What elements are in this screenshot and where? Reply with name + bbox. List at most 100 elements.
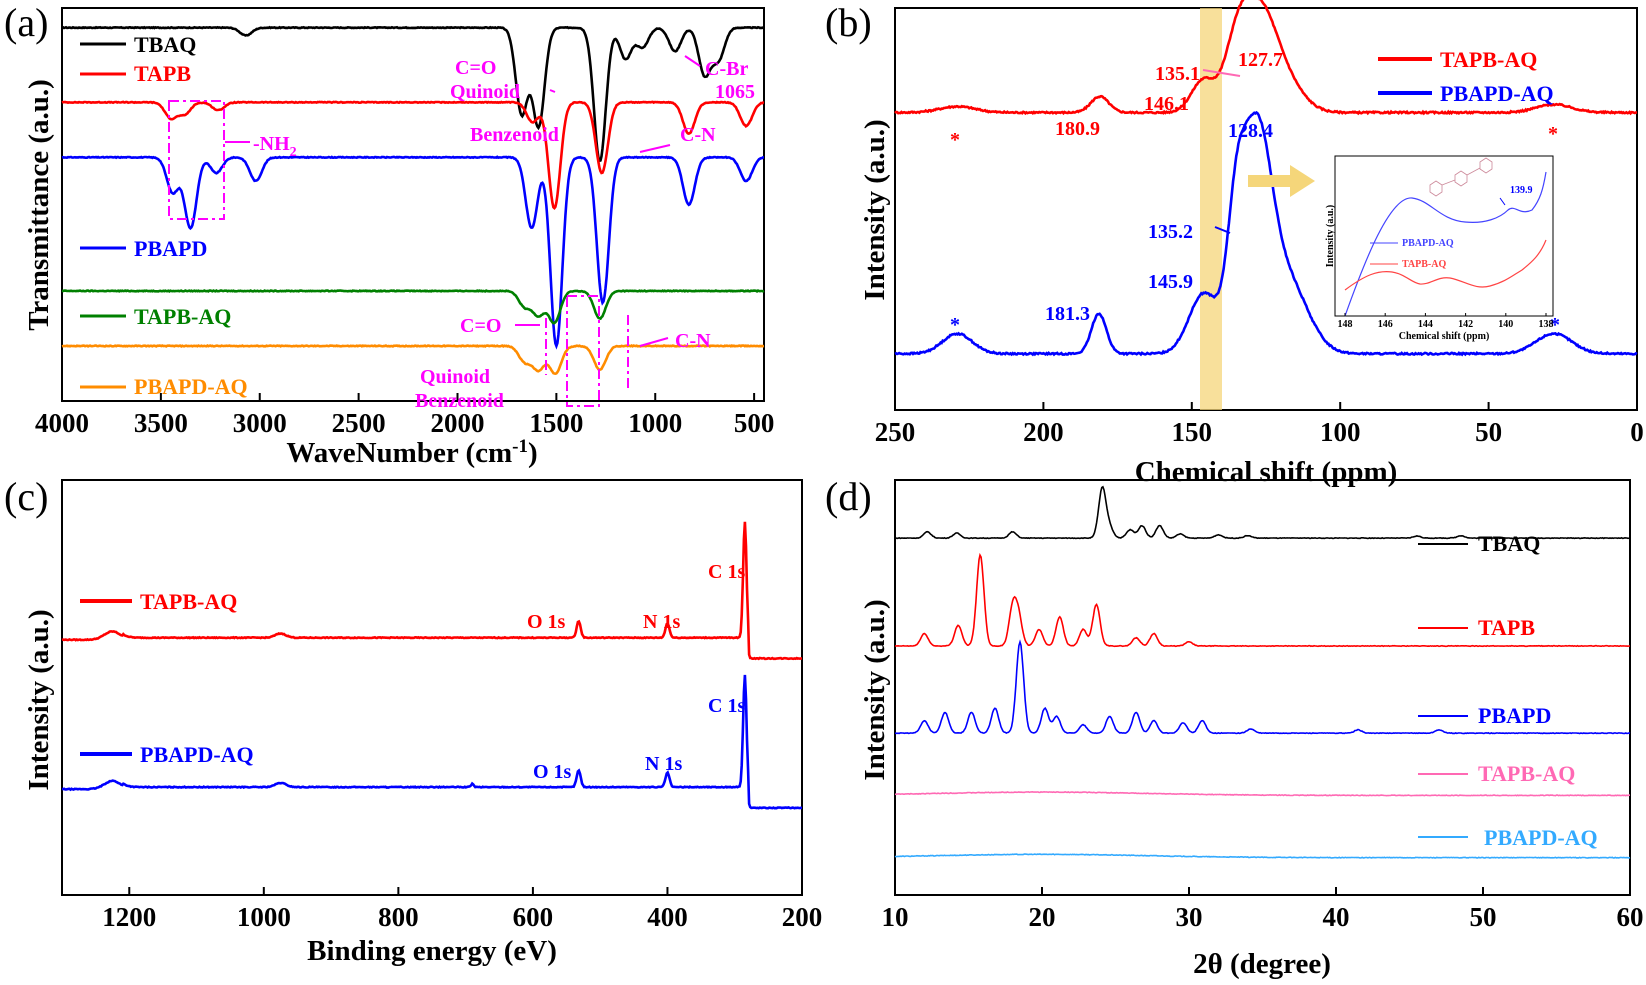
inset-x-tick-label: 148	[1338, 319, 1353, 330]
legend-label-pbapd-aq: PBAPD-AQ	[134, 374, 248, 399]
inset-series-tapb-aq	[1344, 239, 1547, 291]
panel-a-series	[61, 25, 765, 376]
nh2-region-box	[168, 100, 225, 220]
quinoid-benzenoid-box	[566, 295, 600, 407]
inset-frame	[1334, 155, 1554, 317]
c-br-arrow	[684, 55, 701, 67]
peak-label-135-2: 135.2	[1148, 221, 1193, 243]
x-tick-label: 200	[1023, 417, 1064, 447]
series-line-tapb	[894, 552, 1630, 648]
legend-label-pbapd: PBAPD	[134, 236, 207, 261]
panel-b-x-ticks: 250 200 150 100 50 0	[875, 402, 1644, 447]
legend-label-tapb-aq: TAPB-AQ	[1478, 761, 1575, 786]
nmr-inset: 139.9 PBAPD-AQ TAPB-AQ 148 146 144 142 140 13…	[1325, 155, 1554, 342]
series-line-pbapd-aq	[61, 344, 765, 376]
x-tick-label: 1500	[529, 408, 583, 438]
series-line-pbapd-aq	[894, 853, 1631, 859]
x-tick-label: 500	[734, 408, 775, 438]
x-tick-label: 3000	[233, 408, 287, 438]
spinning-sideband-star: *	[950, 314, 960, 336]
legend-label-tbaq: TBAQ	[134, 32, 196, 57]
legend-label-tapb: TAPB	[1478, 615, 1535, 640]
series-line-tbaq	[62, 25, 765, 163]
annotation-quinoid-bottom: Quinoid	[420, 366, 490, 388]
panel-label-d: (d)	[825, 474, 872, 519]
panel-d: (d) 10 20 30 40 50 60 2θ (degree) Intensity (…	[825, 474, 1644, 980]
panel-label-a: (a)	[4, 0, 48, 45]
peak-label-127-7: 127.7	[1238, 49, 1283, 71]
spinning-sideband-star: *	[950, 129, 960, 151]
inset-legend-label-pbapd-aq: PBAPD-AQ	[1402, 238, 1454, 249]
legend-label-pbapd-aq: PBAPD-AQ	[140, 742, 254, 767]
x-tick-label: 1000	[628, 408, 682, 438]
inset-x-axis-title: Chemical shift (ppm)	[1399, 331, 1490, 342]
panel-b-y-axis-title: Intensity (a.u.)	[859, 119, 891, 300]
annotation-quinoid-top: Quinoid	[450, 81, 520, 103]
panel-c-blue-peak-labels: O 1s N 1s C 1s	[533, 695, 745, 783]
series-line-tapb-aq	[61, 289, 765, 325]
x-tick-label: 200	[782, 902, 823, 932]
peak-label-145-9: 145.9	[1148, 271, 1193, 293]
panel-b: (b) 250 200 150 100 50 0 Chemical shift (ppm)…	[825, 0, 1644, 488]
panel-d-plot-frame	[894, 479, 1631, 896]
x-tick-label: 20	[1029, 902, 1056, 932]
highlight-band	[1200, 8, 1222, 410]
panel-c-red-peak-labels: O 1s N 1s C 1s	[527, 561, 745, 633]
legend-label-tbaq: TBAQ	[1478, 531, 1540, 556]
panel-b-blue-peak-labels: 181.3 145.9 135.2 128.4 * *	[950, 120, 1560, 336]
peak-label-180-9: 180.9	[1055, 118, 1100, 140]
series-line-pbapd	[894, 639, 1631, 735]
panel-c-x-ticks: 1200 1000 800 600 400 200	[102, 887, 822, 932]
series-line-tapb-aq	[894, 0, 1638, 116]
panel-label-b: (b)	[825, 0, 872, 45]
series-line-tbaq	[895, 485, 1631, 540]
x-tick-label: 150	[1172, 417, 1213, 447]
annotation-c-o-top: C=O	[455, 57, 496, 79]
panel-c: (c) 1200 1000 800 600 400 200 Binding energy …	[4, 474, 822, 967]
legend-label-tapb-aq: TAPB-AQ	[140, 589, 237, 614]
inset-x-tick-label: 142	[1458, 319, 1473, 330]
c-n-arrow-bottom	[639, 337, 669, 347]
panel-d-y-axis-title: Intensity (a.u.)	[859, 599, 891, 780]
annotation-nh2: -NH2	[253, 133, 297, 160]
panel-a: (a) 4000 3500 3000 2500 2000 1500 1000 500 Wave…	[4, 0, 774, 469]
inset-molecule-sketch	[1429, 157, 1493, 197]
panel-a-x-ticks: 4000 3500 3000 2500 2000 1500 1000 500	[35, 393, 774, 438]
annotation-benzenoid-bottom: Benzenoid	[415, 390, 504, 412]
quinoid-arrow	[549, 89, 556, 93]
x-tick-label: 2000	[430, 408, 484, 438]
peak-label-n1s: N 1s	[645, 753, 682, 775]
series-line-tapb	[61, 100, 765, 211]
peak-label-n1s: N 1s	[643, 611, 680, 633]
peak-label-leader	[1214, 226, 1231, 234]
x-tick-label: 30	[1176, 902, 1203, 932]
zoom-arrow	[1248, 165, 1315, 197]
annotation-c-n-bottom: C-N	[675, 330, 711, 352]
peak-label-leader	[1202, 69, 1241, 77]
panel-a-annotations: C=O Quinoid C-Br 1065 Benzenoid C-N -NH2…	[253, 57, 755, 412]
annotation-c-n-top: C-N	[680, 124, 716, 146]
x-tick-label: 50	[1470, 902, 1497, 932]
inset-peak-label: 139.9	[1510, 185, 1533, 196]
legend-label-tapb-aq: TAPB-AQ	[1440, 47, 1537, 72]
panel-b-red-peak-labels: 180.9 146.1 135.1 127.7 * *	[950, 49, 1558, 151]
x-tick-label: 10	[882, 902, 909, 932]
x-tick-label: 1200	[102, 902, 156, 932]
panel-c-y-axis-title: Intensity (a.u.)	[23, 609, 55, 790]
panel-c-series	[61, 521, 803, 810]
x-tick-label: 600	[513, 902, 554, 932]
legend-label-pbapd-aq: PBAPD-AQ	[1484, 825, 1598, 850]
inset-x-ticks: 148 146 144 142 140 138	[1338, 313, 1554, 330]
spinning-sideband-star: *	[1550, 314, 1560, 336]
annotation-c-br: C-Br	[705, 58, 748, 80]
x-tick-label: 40	[1323, 902, 1350, 932]
inset-x-tick-label: 146	[1378, 319, 1393, 330]
x-tick-label: 800	[378, 902, 419, 932]
panel-a-annotation-marks	[168, 55, 701, 407]
inset-series-pbapd-aq	[1344, 171, 1547, 317]
panel-label-c: (c)	[4, 474, 48, 519]
series-line-pbapd-aq	[894, 110, 1638, 357]
legend-label-pbapd: PBAPD	[1478, 703, 1551, 728]
x-tick-label: 100	[1320, 417, 1361, 447]
